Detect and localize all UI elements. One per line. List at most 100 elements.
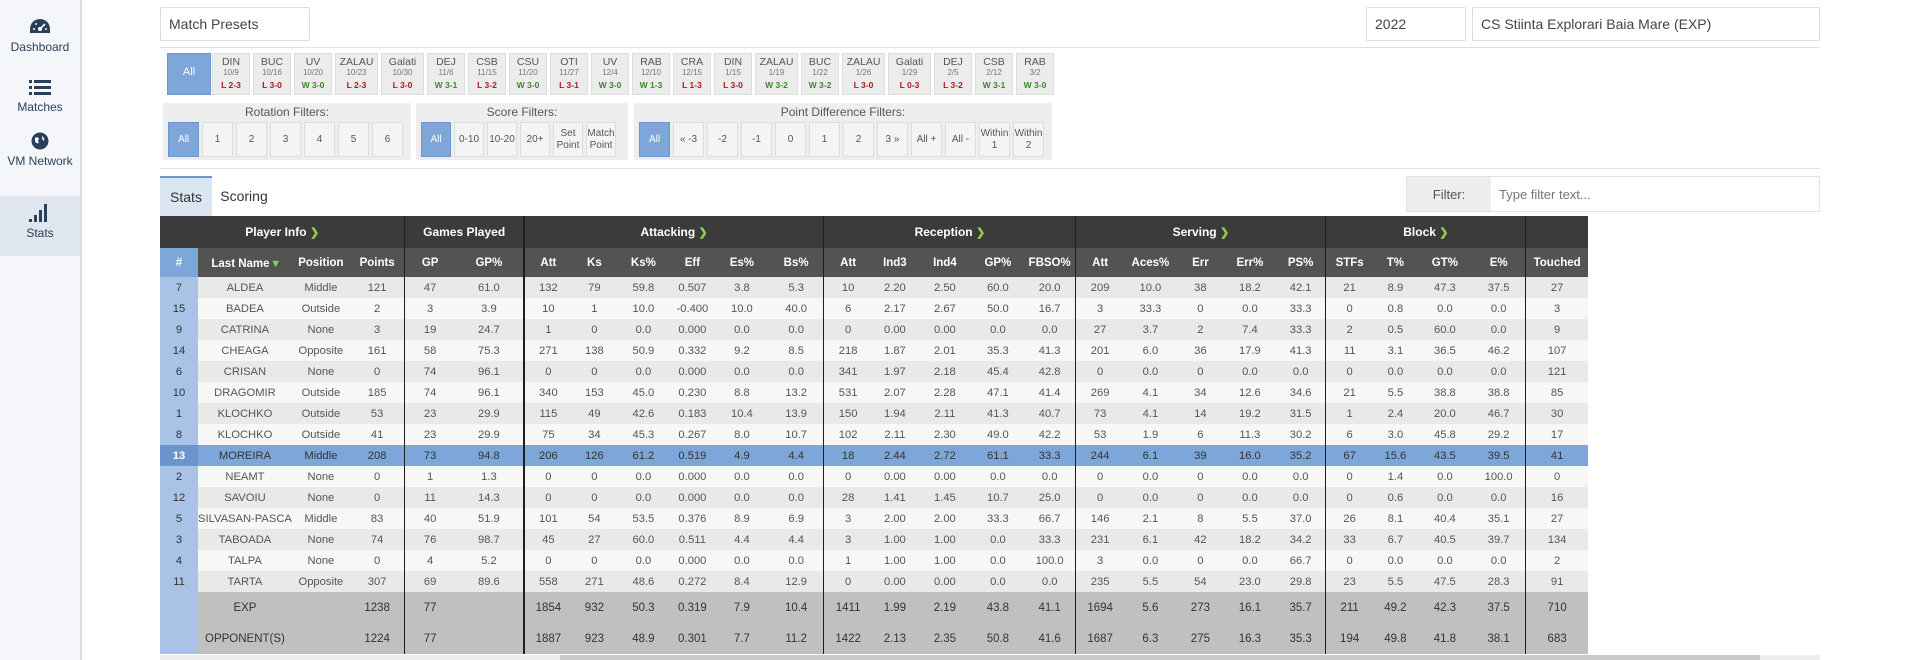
rotation-filter-button[interactable]: 4 [304,122,335,157]
column-header[interactable]: STFs [1325,248,1373,277]
table-row[interactable]: 2 NEAMT None 0 1 1.3 0 0 0.0 0.000 0.0 0.0 0 0.00 0.00… [160,466,1588,487]
match-chip[interactable]: DEJ 11/6 W 3-1 [427,53,465,95]
column-header[interactable]: Err [1176,248,1224,277]
table-row[interactable]: 14 CHEAGA Opposite 161 58 75.3 271 138 50.9 0.332… [160,340,1588,361]
match-chip[interactable]: ZALAU 10/23 L 2-3 [335,53,378,95]
table-row[interactable]: 8 KLOCHKO Outside 41 23 29.9 75 34 45.3 0.267 8.0 1… [160,424,1588,445]
group-serving[interactable]: Serving ❯ [1075,216,1326,248]
match-chip[interactable]: ZALAU 1/19 W 3-2 [755,53,798,95]
match-chip[interactable]: DIN 1/15 L 3-0 [714,53,752,95]
match-chip[interactable]: DEJ 2/5 L 3-2 [934,53,972,95]
column-header[interactable]: Att [522,248,572,277]
column-header[interactable]: Aces% [1123,248,1177,277]
match-chip[interactable]: UV 12/4 W 3-0 [591,53,629,95]
column-header[interactable]: Last Name ▾ [198,248,292,277]
column-header[interactable]: Touched [1525,248,1588,277]
match-chip[interactable]: ZALAU 1/26 L 3-0 [842,53,885,95]
match-chip[interactable]: OTI 11/27 L 3-1 [550,53,588,95]
column-header[interactable]: E% [1471,248,1526,277]
pointdiff-filter-button[interactable]: 0 [775,122,806,157]
score-filter-button[interactable]: 10-20 [487,122,517,157]
pointdiff-filter-button[interactable]: Within 1 [979,122,1010,157]
score-filter-button[interactable]: 20+ [520,122,550,157]
table-row[interactable]: 6 CRISAN None 0 74 96.1 0 0 0.0 0.000 0.0 0.0 341 1.9… [160,361,1588,382]
column-header[interactable]: Position [291,248,350,277]
table-row[interactable]: 10 DRAGOMIR Outside 185 74 96.1 340 153 45.0 0.23… [160,382,1588,403]
rotation-filter-button[interactable]: All [168,122,199,157]
pointdiff-filter-button[interactable]: 2 [843,122,874,157]
table-row[interactable]: 5 SILVASAN-PASCA Middle 83 40 51.9 101 54 53.5 0.… [160,508,1588,529]
pointdiff-filter-button[interactable]: 1 [809,122,840,157]
table-row[interactable]: 1 KLOCHKO Outside 53 23 29.9 115 49 42.6 0.183 10.… [160,403,1588,424]
pointdiff-filter-button[interactable]: « -3 [673,122,704,157]
nav-matches[interactable]: Matches [0,80,80,120]
column-header[interactable]: GP [404,248,455,277]
match-chip[interactable]: CSB 11/15 L 3-2 [468,53,506,95]
column-header[interactable]: # [160,248,198,277]
rotation-filter-button[interactable]: 1 [202,122,233,157]
score-filter-button[interactable]: All [421,122,451,157]
tab-scoring[interactable]: Scoring [220,188,268,204]
match-chip[interactable]: UV 10/20 W 3-0 [294,53,332,95]
score-filter-button[interactable]: 0-10 [454,122,484,157]
pointdiff-filter-button[interactable]: -1 [741,122,772,157]
match-chip[interactable]: CSB 2/12 W 3-1 [975,53,1013,95]
table-row[interactable]: 4 TALPA None 0 4 5.2 0 0 0.0 0.000 0.0 0.0 1 1.00 1.00… [160,550,1588,571]
table-row[interactable]: 11 TARTA Opposite 307 69 89.6 558 271 48.6 0.272 8… [160,571,1588,592]
match-chip[interactable]: CSU 11/20 W 3-0 [509,53,547,95]
filter-input[interactable] [1491,177,1819,211]
column-header[interactable]: Ks% [616,248,670,277]
rotation-filter-button[interactable]: 6 [372,122,403,157]
column-header[interactable]: Points [349,248,405,277]
tab-stats[interactable]: Stats [160,176,212,216]
rotation-filter-button[interactable]: 5 [338,122,369,157]
column-header[interactable]: Ind3 [871,248,918,277]
match-chip[interactable]: Galati 10/30 L 3-0 [381,53,424,95]
match-chip[interactable]: RAB 3/2 W 3-0 [1016,53,1054,95]
column-header[interactable]: GP% [971,248,1024,277]
column-header[interactable]: Eff [669,248,715,277]
rotation-filter-button[interactable]: 3 [270,122,301,157]
table-row[interactable]: 7 ALDEA Middle 121 47 61.0 132 79 59.8 0.507 3.8 5.… [160,277,1588,298]
table-row[interactable]: 9 CATRINA None 3 19 24.7 1 0 0.0 0.000 0.0 0.0 0 0.00… [160,319,1588,340]
table-row[interactable]: 13 MOREIRA Middle 208 73 94.8 206 126 61.2 0.519 4… [160,445,1588,466]
column-header[interactable]: T% [1372,248,1418,277]
column-header[interactable]: Es% [714,248,769,277]
group-player-info[interactable]: Player Info ❯ [160,216,405,248]
group-attacking[interactable]: Attacking ❯ [522,216,824,248]
nav-dashboard[interactable]: Dashboard [0,18,80,62]
score-filter-button[interactable]: Set Point [553,122,583,157]
column-header[interactable]: Att [1075,248,1124,277]
match-chip[interactable]: BUC 1/22 W 3-2 [801,53,839,95]
match-chip-all[interactable]: All [167,53,211,95]
score-filter-button[interactable]: Match Point [586,122,616,157]
nav-stats[interactable]: Stats [0,196,80,256]
group-reception[interactable]: Reception ❯ [823,216,1076,248]
match-chip[interactable]: BUC 10/16 L 3-0 [253,53,291,95]
match-chip[interactable]: RAB 12/10 W 1-3 [632,53,670,95]
rotation-filter-button[interactable]: 2 [236,122,267,157]
pointdiff-filter-button[interactable]: 3 » [877,122,908,157]
column-header[interactable]: PS% [1275,248,1326,277]
table-row[interactable]: 3 TABOADA None 74 76 98.7 45 27 60.0 0.511 4.4 4.4 3… [160,529,1588,550]
group-block[interactable]: Block ❯ [1325,216,1526,248]
match-presets-select[interactable]: Match Presets [160,7,310,41]
season-select[interactable]: 2022 [1366,7,1466,41]
pointdiff-filter-button[interactable]: All [639,122,670,157]
pointdiff-filter-button[interactable]: All - [945,122,976,157]
table-row[interactable]: 12 SAVOIU None 0 11 14.3 0 0 0.0 0.000 0.0 0.0 28 1.4… [160,487,1588,508]
horizontal-scrollbar[interactable] [160,655,1820,660]
pointdiff-filter-button[interactable]: All + [911,122,942,157]
scrollbar-thumb[interactable] [560,655,1760,660]
match-chip[interactable]: CRA 12/15 L 1-3 [673,53,711,95]
match-chip[interactable]: DIN 10/9 L 2-3 [212,53,250,95]
pointdiff-filter-button[interactable]: -2 [707,122,738,157]
column-header[interactable]: FBSO% [1023,248,1076,277]
column-header[interactable]: Bs% [768,248,824,277]
column-header[interactable]: Err% [1223,248,1276,277]
column-header[interactable]: GP% [454,248,524,277]
nav-vm-network[interactable]: VM Network [0,132,80,190]
column-header[interactable]: GT% [1417,248,1472,277]
match-chip[interactable]: Galati 1/29 L 0-3 [888,53,931,95]
column-header[interactable]: Att [823,248,872,277]
